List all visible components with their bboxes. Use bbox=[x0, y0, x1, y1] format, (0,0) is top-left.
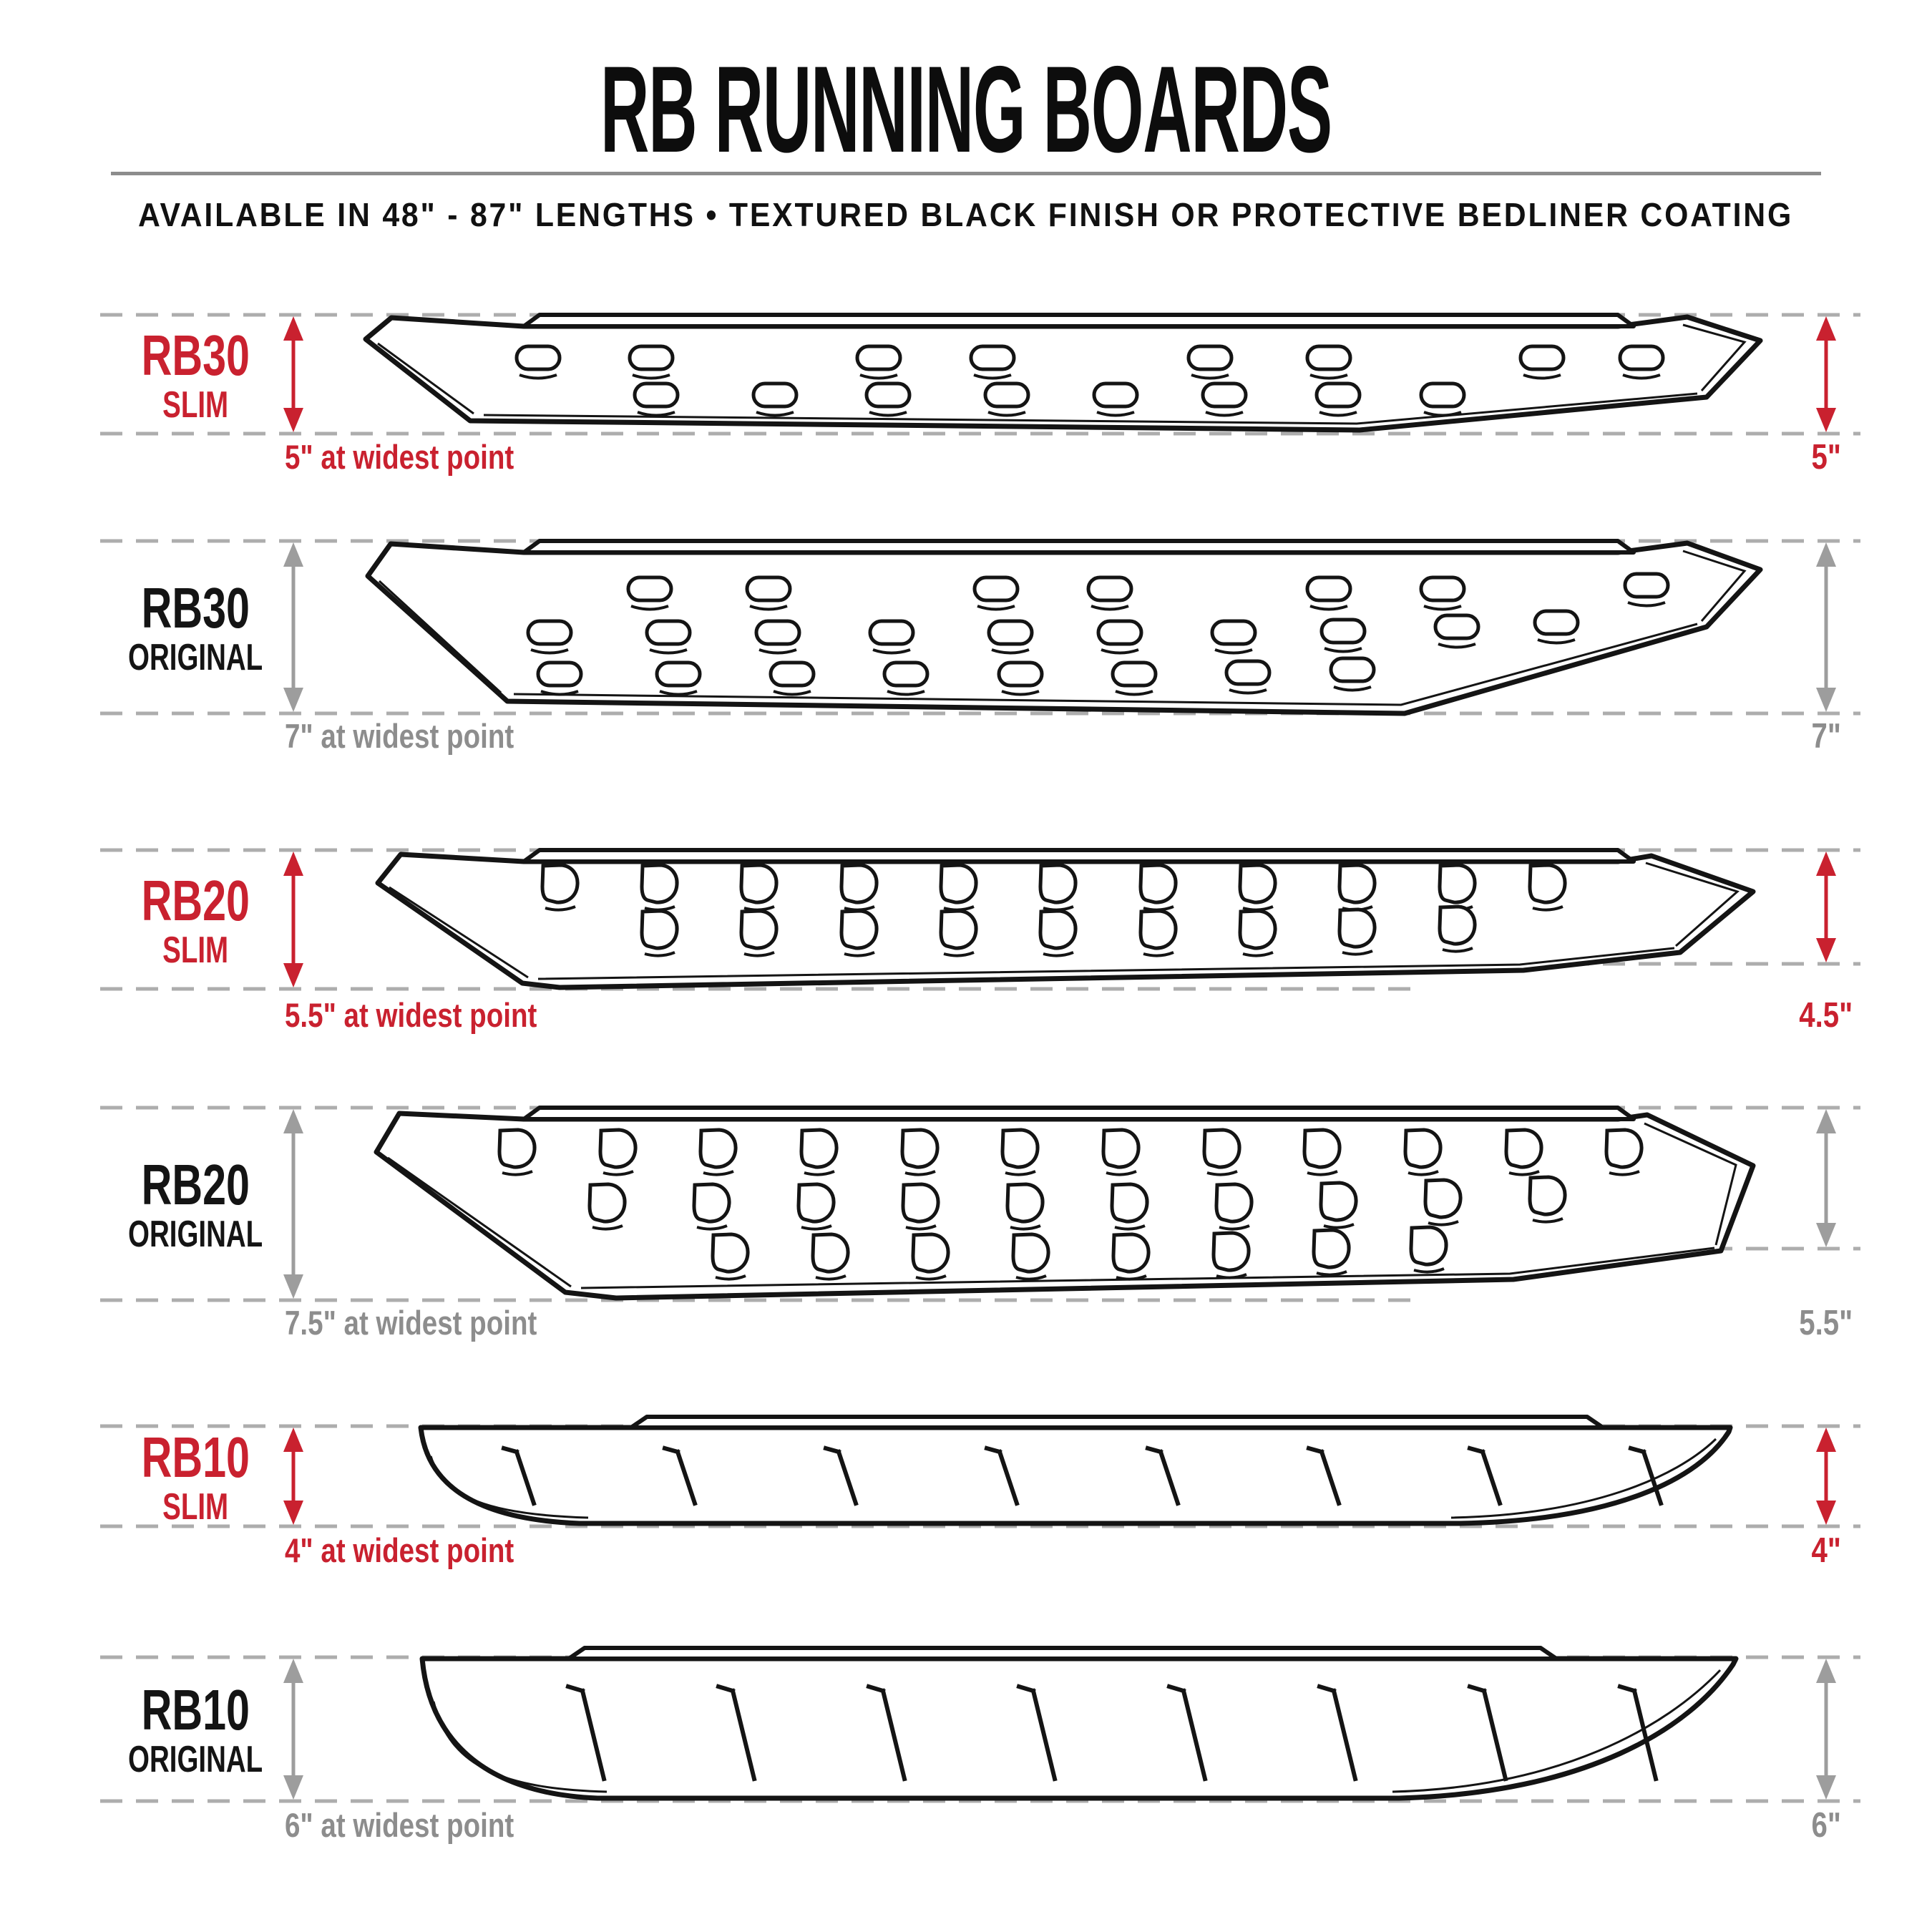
right-width-value: 5.5" bbox=[1799, 1304, 1853, 1342]
caption-widest-point: 4" at widest point bbox=[285, 1531, 514, 1569]
label-rb30-original: RB30 ORIGINAL bbox=[84, 579, 306, 678]
label-rb30-slim: RB30 SLIM bbox=[84, 323, 306, 426]
board-diagram-rb10-slim bbox=[100, 1415, 1860, 1528]
page-title: RB RUNNING BOARDS bbox=[0, 41, 1932, 178]
label-rb10-original: RB10 ORIGINAL bbox=[84, 1681, 306, 1780]
running-board-rb10-slim bbox=[418, 1415, 1733, 1526]
label-rb20-slim: RB20 SLIM bbox=[84, 869, 306, 971]
running-board-rb30-slim bbox=[363, 313, 1763, 433]
width-arrow-right-icon bbox=[1816, 542, 1836, 712]
running-board-rb20-original bbox=[374, 1106, 1756, 1301]
width-arrow-left-icon bbox=[283, 1428, 303, 1525]
caption-widest-point: 5.5" at widest point bbox=[285, 996, 537, 1034]
board-diagram-rb10-original bbox=[100, 1646, 1860, 1803]
page-title-text: RB RUNNING BOARDS bbox=[600, 41, 1332, 178]
board-diagram-rb30-original bbox=[100, 539, 1860, 716]
width-arrow-right-icon bbox=[1816, 1659, 1836, 1800]
width-arrow-right-icon bbox=[1816, 852, 1836, 962]
width-arrow-left-icon bbox=[283, 1659, 303, 1800]
caption-widest-point: 7.5" at widest point bbox=[285, 1304, 537, 1342]
right-width-value: 4" bbox=[1811, 1531, 1841, 1570]
caption-widest-point: 6" at widest point bbox=[285, 1806, 514, 1844]
variant-name: SLIM bbox=[162, 1486, 228, 1528]
model-name: RB20 bbox=[141, 1153, 250, 1216]
board-diagram-rb30-slim bbox=[100, 313, 1860, 436]
right-width-value: 6" bbox=[1811, 1806, 1841, 1845]
right-width-value: 4.5" bbox=[1799, 996, 1853, 1035]
model-name: RB20 bbox=[141, 869, 250, 932]
model-name: RB30 bbox=[141, 576, 250, 640]
label-rb20-original: RB20 ORIGINAL bbox=[84, 1153, 306, 1255]
variant-name: ORIGINAL bbox=[127, 1739, 263, 1780]
page-subtitle: AVAILABLE IN 48" - 87" LENGTHS • TEXTURE… bbox=[0, 195, 1932, 235]
width-arrow-left-icon bbox=[283, 852, 303, 987]
running-board-rb10-original bbox=[419, 1646, 1739, 1801]
width-arrow-right-icon bbox=[1816, 1428, 1836, 1525]
page-subtitle-text: AVAILABLE IN 48" - 87" LENGTHS • TEXTURE… bbox=[138, 196, 1794, 233]
running-board-rb20-slim bbox=[375, 848, 1756, 990]
right-width-value: 5" bbox=[1811, 438, 1841, 477]
caption-widest-point: 5" at widest point bbox=[285, 438, 514, 476]
width-arrow-left-icon bbox=[283, 316, 303, 432]
width-arrow-right-icon bbox=[1816, 1109, 1836, 1247]
variant-name: ORIGINAL bbox=[127, 1214, 263, 1255]
running-board-rb30-original bbox=[365, 539, 1763, 716]
variant-name: SLIM bbox=[162, 384, 228, 426]
board-diagram-rb20-original bbox=[100, 1106, 1860, 1302]
model-name: RB10 bbox=[141, 1678, 250, 1742]
width-arrow-right-icon bbox=[1816, 316, 1836, 432]
header-divider bbox=[111, 172, 1821, 175]
variant-name: SLIM bbox=[162, 930, 228, 971]
model-name: RB10 bbox=[141, 1425, 250, 1489]
variant-name: ORIGINAL bbox=[127, 637, 263, 678]
label-rb10-slim: RB10 SLIM bbox=[84, 1425, 306, 1528]
caption-widest-point: 7" at widest point bbox=[285, 717, 514, 755]
width-arrow-left-icon bbox=[283, 542, 303, 712]
model-name: RB30 bbox=[141, 323, 250, 387]
right-width-value: 7" bbox=[1811, 717, 1841, 756]
board-diagram-rb20-slim bbox=[100, 848, 1860, 991]
width-arrow-left-icon bbox=[283, 1109, 303, 1299]
